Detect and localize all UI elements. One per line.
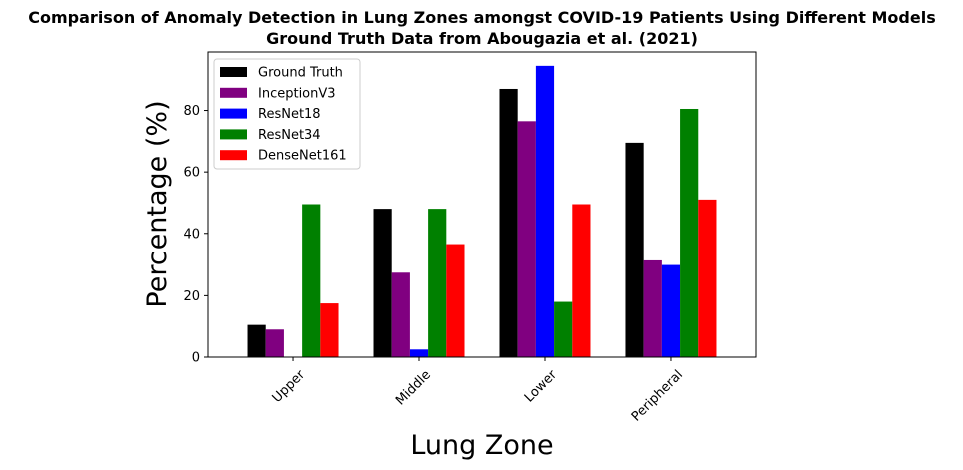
legend-swatch <box>220 129 247 140</box>
bar-inceptionv3-upper <box>265 329 284 357</box>
axes-layer <box>207 51 757 358</box>
legend-swatch <box>220 108 247 119</box>
legend-label: DenseNet161 <box>258 149 347 164</box>
y-axis-label: Percentage (%) <box>142 100 173 307</box>
legend-swatch <box>220 67 247 77</box>
bar-ground-truth-lower <box>499 88 518 357</box>
bar-resnet34-middle <box>428 209 447 357</box>
bar-ground-truth-peripheral <box>625 142 644 357</box>
plot-frame <box>207 51 757 358</box>
y-tick-label: 80 <box>183 104 200 119</box>
legend-label: InceptionV3 <box>258 86 336 101</box>
bar-ground-truth-upper <box>247 324 266 357</box>
legend-swatch <box>220 150 247 161</box>
bar-resnet18-lower <box>535 65 555 358</box>
legend-swatch <box>220 87 247 98</box>
x-tick-label: Peripheral <box>629 367 686 424</box>
legend-label: ResNet18 <box>258 107 321 122</box>
bar-inceptionv3-middle <box>391 272 410 357</box>
x-tick-label: Lower <box>522 367 561 406</box>
bar-densenet161-upper <box>320 303 339 357</box>
legend-frame <box>213 58 361 170</box>
bar-resnet34-lower <box>554 301 573 357</box>
bar-inceptionv3-peripheral <box>643 259 662 357</box>
bar-ground-truth-middle <box>373 209 392 357</box>
chart-subtitle: Ground Truth Data from Abougazia et al. … <box>266 29 698 48</box>
bar-densenet161-middle <box>446 244 465 357</box>
legend-label: Ground Truth <box>258 66 343 81</box>
y-tick-label: 60 <box>183 166 200 181</box>
y-tick-label: 40 <box>183 227 200 242</box>
legend-items: Ground Truth InceptionV3 ResNet18 ResNet34 D… <box>220 66 347 164</box>
x-tick-label: Middle <box>393 367 434 408</box>
x-axis-label: Lung Zone <box>410 430 553 461</box>
legend-label: ResNet34 <box>258 128 321 143</box>
legend: Ground Truth InceptionV3 ResNet18 ResNet34 D… <box>213 58 361 170</box>
bar-densenet161-peripheral <box>698 199 717 357</box>
y-tick-label: 0 <box>192 351 200 366</box>
bar-resnet34-peripheral <box>680 108 699 358</box>
bar-resnet18-peripheral <box>661 264 681 357</box>
bar-resnet34-upper <box>302 204 321 357</box>
bar-inceptionv3-lower <box>517 121 536 357</box>
bars-layer <box>247 65 717 358</box>
bar-densenet161-lower <box>572 204 591 357</box>
bar-resnet18-middle <box>409 349 429 357</box>
x-tick-label: Upper <box>270 367 309 406</box>
chart-title: Comparison of Anomaly Detection in Lung … <box>28 8 935 27</box>
y-tick-label: 20 <box>183 289 200 304</box>
